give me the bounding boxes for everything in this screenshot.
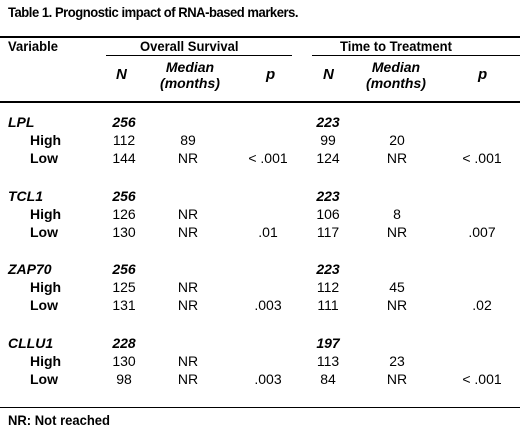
os-n: 131 — [112, 297, 136, 313]
ttt-n: 113 — [316, 353, 340, 369]
header-time-to-treatment: Time to Treatment — [340, 38, 452, 54]
ttt-total-n: 197 — [316, 335, 340, 351]
ttt-n: 112 — [316, 279, 340, 295]
row-level: Low — [30, 224, 58, 240]
ttt-n: 111 — [317, 297, 339, 313]
os-median: NR — [177, 353, 199, 369]
ttt-n: 84 — [320, 371, 336, 387]
ttt-median: 23 — [389, 353, 405, 369]
os-median: NR — [177, 206, 199, 222]
os-p: .003 — [254, 371, 282, 387]
os-total-n: 256 — [112, 188, 136, 204]
os-median: NR — [177, 279, 199, 295]
row-level: High — [30, 206, 62, 222]
os-n: 126 — [112, 206, 136, 222]
ttt-median: NR — [386, 371, 408, 387]
ttt-p: < .001 — [462, 371, 502, 387]
header-os-median: Median (months) — [160, 59, 220, 91]
os-median: NR — [177, 224, 199, 240]
header-os-n: N — [116, 66, 127, 83]
ttt-median: 20 — [389, 132, 405, 148]
header-ttt-n: N — [323, 66, 334, 83]
ttt-median: 45 — [389, 279, 405, 295]
ttt-median: 8 — [393, 206, 401, 222]
ttt-n: 117 — [316, 224, 340, 240]
header-overall-survival: Overall Survival — [140, 38, 239, 54]
overall-survival-rule — [106, 55, 292, 56]
os-n: 130 — [112, 224, 136, 240]
header-variable: Variable — [8, 38, 58, 54]
os-median: NR — [177, 297, 199, 313]
os-n: 98 — [116, 371, 132, 387]
ttt-total-n: 223 — [316, 261, 340, 277]
row-level: High — [30, 132, 62, 148]
footnote: NR: Not reached — [8, 412, 111, 428]
os-n: 130 — [112, 353, 136, 369]
bottom-rule — [0, 407, 520, 408]
header-ttt-p: p — [478, 66, 488, 83]
ttt-total-n: 223 — [316, 188, 340, 204]
ttt-p: .007 — [468, 224, 496, 240]
top-rule — [0, 36, 520, 38]
ttt-p: < .001 — [462, 150, 502, 166]
os-total-n: 228 — [112, 335, 136, 351]
row-level: Low — [30, 150, 58, 166]
variable-name: LPL — [8, 114, 35, 130]
ttt-p: .02 — [472, 297, 492, 313]
os-median: NR — [177, 150, 199, 166]
time-to-treatment-rule — [312, 55, 520, 56]
row-level: High — [30, 353, 62, 369]
ttt-total-n: 223 — [316, 114, 340, 130]
os-median: NR — [177, 371, 199, 387]
row-level: Low — [30, 297, 58, 313]
os-total-n: 256 — [112, 114, 136, 130]
row-level: Low — [30, 371, 58, 387]
ttt-n: 99 — [320, 132, 336, 148]
variable-name: ZAP70 — [8, 261, 52, 277]
header-rule — [0, 101, 520, 103]
ttt-median: NR — [386, 150, 408, 166]
os-n: 125 — [112, 279, 136, 295]
os-p: < .001 — [248, 150, 288, 166]
variable-name: TCL1 — [8, 188, 43, 204]
os-p: .003 — [254, 297, 282, 313]
os-p: .01 — [258, 224, 278, 240]
ttt-n: 106 — [316, 206, 340, 222]
ttt-median: NR — [386, 297, 408, 313]
variable-name: CLLU1 — [8, 335, 54, 351]
header-ttt-median: Median (months) — [366, 59, 426, 91]
ttt-median: NR — [386, 224, 408, 240]
os-n: 144 — [112, 150, 136, 166]
row-level: High — [30, 279, 62, 295]
os-total-n: 256 — [112, 261, 136, 277]
header-os-p: p — [266, 66, 276, 83]
os-median: 89 — [180, 132, 196, 148]
os-n: 112 — [112, 132, 136, 148]
table-title: Table 1. Prognostic impact of RNA-based … — [8, 4, 299, 20]
ttt-n: 124 — [316, 150, 340, 166]
